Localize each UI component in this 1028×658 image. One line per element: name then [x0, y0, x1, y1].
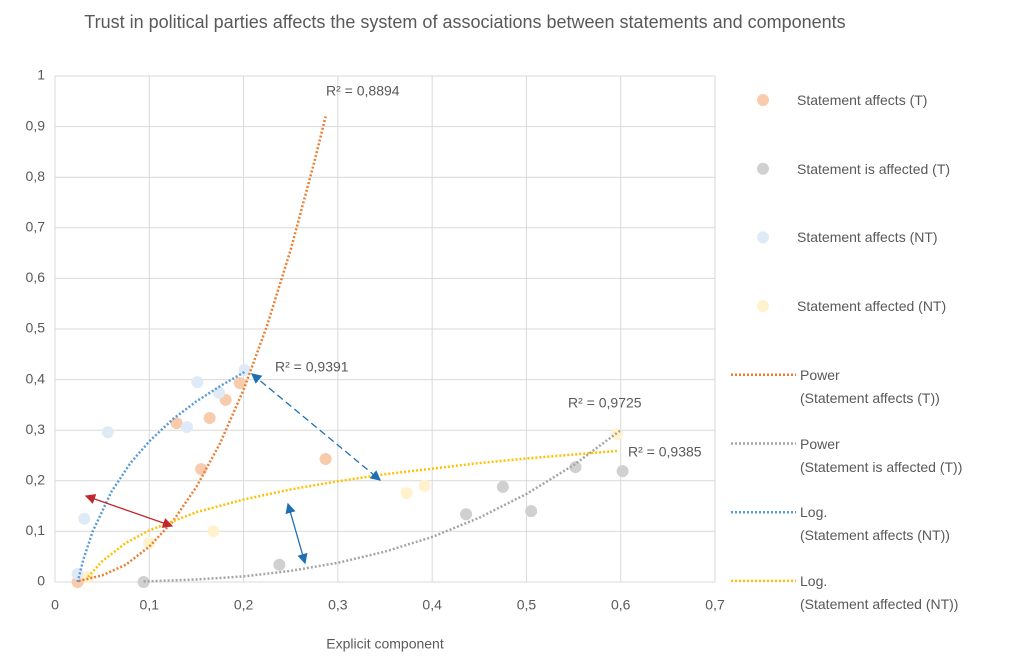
- legend-label: Statement affects (T): [797, 92, 928, 108]
- y-tick-label: 0,5: [26, 320, 46, 336]
- x-tick-label: 0,5: [517, 597, 537, 613]
- trendline: [76, 370, 246, 583]
- y-tick-label: 0,8: [26, 168, 46, 184]
- point: [460, 508, 473, 521]
- legend-label: Power (Statement is affected (T)): [800, 435, 963, 475]
- point: [78, 512, 91, 525]
- arrow: [250, 373, 382, 481]
- point: [496, 480, 509, 493]
- y-tick-label: 0,9: [26, 117, 46, 133]
- legend-label: Statement affects (NT): [797, 229, 938, 246]
- legend-label: Statement is affected (T): [797, 160, 951, 177]
- point: [181, 421, 193, 434]
- point: [616, 465, 629, 478]
- y-tick-label: 0,7: [26, 219, 46, 235]
- point: [319, 453, 332, 466]
- point: [233, 377, 246, 390]
- legend-marker: [757, 162, 769, 175]
- x-tick-label: 0,2: [234, 597, 254, 613]
- y-tick-label: 0,4: [26, 370, 46, 386]
- point: [400, 486, 413, 499]
- trendline: [78, 116, 327, 583]
- trendline: [143, 429, 622, 583]
- annotation: R² = 0,9385: [628, 444, 702, 460]
- y-tick-label: 0: [37, 573, 45, 589]
- point: [143, 537, 156, 550]
- annotation: R² = 0,9725: [568, 395, 642, 411]
- x-axis-title: Explicit component: [326, 636, 444, 652]
- point: [418, 479, 431, 492]
- legend-label: Log. (Statement affected (NT)): [800, 572, 959, 612]
- legend-label: Log. (Statement affects (NT)): [800, 504, 950, 544]
- x-tick-label: 0,4: [422, 597, 442, 613]
- y-tick-label: 1: [37, 67, 45, 83]
- annotation: R² = 0,9391: [275, 359, 349, 375]
- point: [101, 426, 114, 439]
- arrow: [84, 494, 174, 528]
- legend-label: Statement affected (NT): [797, 298, 947, 315]
- arrow: [285, 502, 308, 565]
- legend-marker: [757, 231, 769, 244]
- y-tick-label: 0,2: [26, 472, 46, 488]
- point: [195, 463, 208, 476]
- chart-title: Trust in political parties affects the s…: [84, 12, 846, 32]
- legend-label: Power (Statement affects (T)): [800, 366, 940, 406]
- point: [238, 363, 251, 376]
- legend-marker: [757, 94, 769, 106]
- point: [71, 567, 84, 580]
- point: [569, 461, 582, 474]
- y-tick-label: 0,1: [26, 522, 46, 538]
- annotation: R² = 0,8894: [326, 83, 400, 99]
- y-tick-label: 0,3: [26, 421, 46, 437]
- point: [273, 558, 286, 571]
- legend-marker: [757, 300, 769, 313]
- x-tick-label: 0,1: [140, 597, 160, 613]
- point: [207, 525, 220, 538]
- x-tick-label: 0,6: [611, 597, 631, 613]
- point: [203, 412, 216, 425]
- point: [191, 376, 204, 389]
- x-tick-label: 0: [51, 597, 59, 613]
- y-tick-label: 0,6: [26, 269, 46, 285]
- x-tick-label: 0,3: [328, 597, 348, 613]
- x-tick-label: 0,7: [705, 597, 725, 613]
- trendline: [87, 449, 618, 578]
- point: [525, 505, 538, 518]
